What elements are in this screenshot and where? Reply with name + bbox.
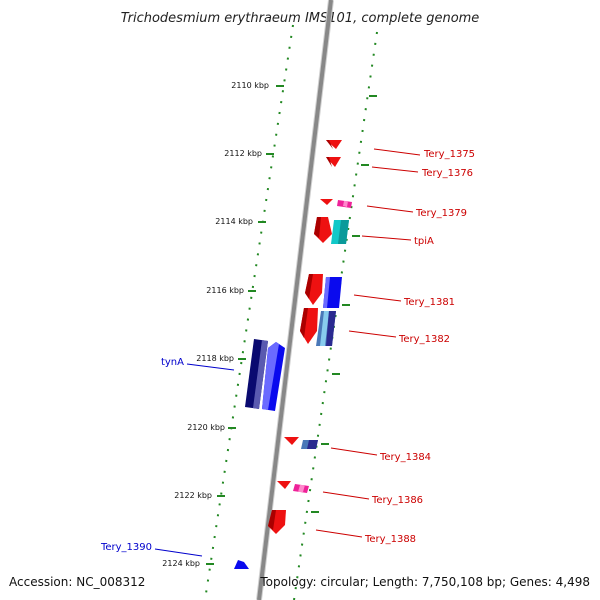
gene-tery-1375[interactable]: [326, 140, 342, 149]
ruler-tick: 2112 kbp: [224, 149, 274, 158]
tick-label-2120: 2120 kbp: [187, 423, 225, 432]
outer-track-ticks: [311, 95, 377, 513]
gene-label-tyna[interactable]: tynA: [161, 357, 184, 368]
gene-label-tery-1379[interactable]: Tery_1379: [415, 208, 467, 219]
gene-tpia[interactable]: [314, 217, 349, 244]
ruler-tick: 2110 kbp: [231, 81, 284, 90]
leader-tery-1376: [371, 166, 419, 173]
tick-label-2116: 2116 kbp: [206, 286, 244, 295]
gene-label-tery-1375[interactable]: Tery_1375: [423, 149, 475, 160]
leader-tery-1381: [353, 294, 402, 302]
leader-tpia: [361, 235, 412, 241]
gene-label-tery-1384[interactable]: Tery_1384: [379, 452, 431, 463]
accession-label: Accession: NC_008312: [9, 575, 145, 589]
gene-tery-1388[interactable]: [268, 510, 286, 534]
tick-label-2114: 2114 kbp: [215, 217, 253, 226]
tick-label-2118: 2118 kbp: [196, 354, 234, 363]
outer-guide-track: [293, 31, 378, 600]
leader-tery-1388: [315, 529, 363, 538]
tick-label-2122: 2122 kbp: [174, 491, 212, 500]
ruler-tick: 2124 kbp: [162, 559, 214, 568]
leader-tery-1390: [154, 548, 203, 557]
gene-label-tery-1390[interactable]: Tery_1390: [100, 542, 152, 553]
gene-tery-1386[interactable]: [277, 481, 309, 493]
ruler-tick: 2122 kbp: [174, 491, 225, 500]
topology-summary: Topology: circular; Length: 7,750,108 bp…: [259, 575, 590, 589]
gene-label-tery-1388[interactable]: Tery_1388: [364, 534, 416, 545]
gene-tery-1382[interactable]: [300, 308, 336, 346]
tick-label-2110: 2110 kbp: [231, 81, 269, 90]
gene-label-tery-1382[interactable]: Tery_1382: [398, 334, 450, 345]
gene-label-tpia[interactable]: tpiA: [414, 236, 434, 247]
gene-label-tery-1381[interactable]: Tery_1381: [403, 297, 455, 308]
leader-tery-1382: [348, 330, 397, 338]
leader-tery-1386: [322, 491, 370, 500]
leader-tery-1384: [330, 447, 378, 456]
leader-tery-1375: [373, 148, 421, 156]
inner-guide-track: [204, 24, 294, 600]
gene-label-tery-1376[interactable]: Tery_1376: [421, 168, 473, 179]
ruler-tick: 2118 kbp: [196, 354, 246, 363]
tick-label-2112: 2112 kbp: [224, 149, 262, 158]
leader-tyna: [186, 363, 235, 371]
ruler-tick: 2120 kbp: [187, 423, 236, 432]
genome-backbone-core: [257, 0, 333, 600]
map-title: Trichodesmium erythraeum IMS101, complet…: [121, 11, 480, 26]
ruler-tick: 2114 kbp: [215, 217, 266, 226]
gene-tery-1390[interactable]: [234, 560, 249, 569]
tick-label-2124: 2124 kbp: [162, 559, 200, 568]
gene-label-tery-1386[interactable]: Tery_1386: [371, 495, 423, 506]
ruler-tick: 2116 kbp: [206, 286, 256, 295]
leader-tery-1379: [366, 205, 414, 213]
gene-tyna[interactable]: [245, 339, 285, 411]
gene-tery-1379[interactable]: [320, 199, 352, 208]
gene-tery-1376[interactable]: [326, 157, 341, 167]
gene-tery-1381[interactable]: [305, 274, 342, 308]
gene-tery-1384[interactable]: [284, 437, 318, 449]
